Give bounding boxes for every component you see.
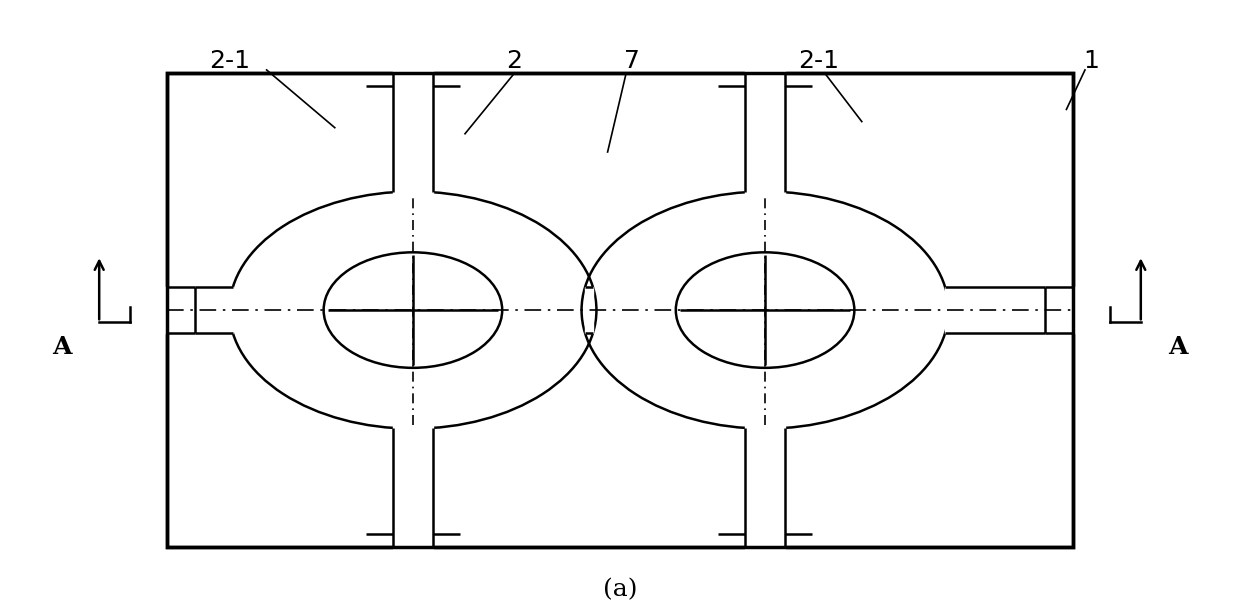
Bar: [745, 70, 785, 195]
Text: A: A: [52, 334, 72, 359]
Text: 2-1: 2-1: [797, 49, 839, 73]
Text: 2: 2: [507, 49, 522, 73]
Text: 1: 1: [1084, 49, 1099, 73]
Text: 7: 7: [625, 49, 640, 73]
Bar: [393, 70, 433, 195]
Bar: [945, 287, 1045, 333]
Text: A: A: [1168, 334, 1188, 359]
Text: 2-1: 2-1: [208, 49, 250, 73]
Bar: [393, 426, 433, 553]
Bar: [155, 287, 195, 333]
Bar: [1045, 287, 1085, 333]
Text: (a): (a): [603, 578, 637, 601]
Bar: [745, 426, 785, 553]
Bar: [195, 287, 233, 333]
Bar: [585, 287, 593, 333]
